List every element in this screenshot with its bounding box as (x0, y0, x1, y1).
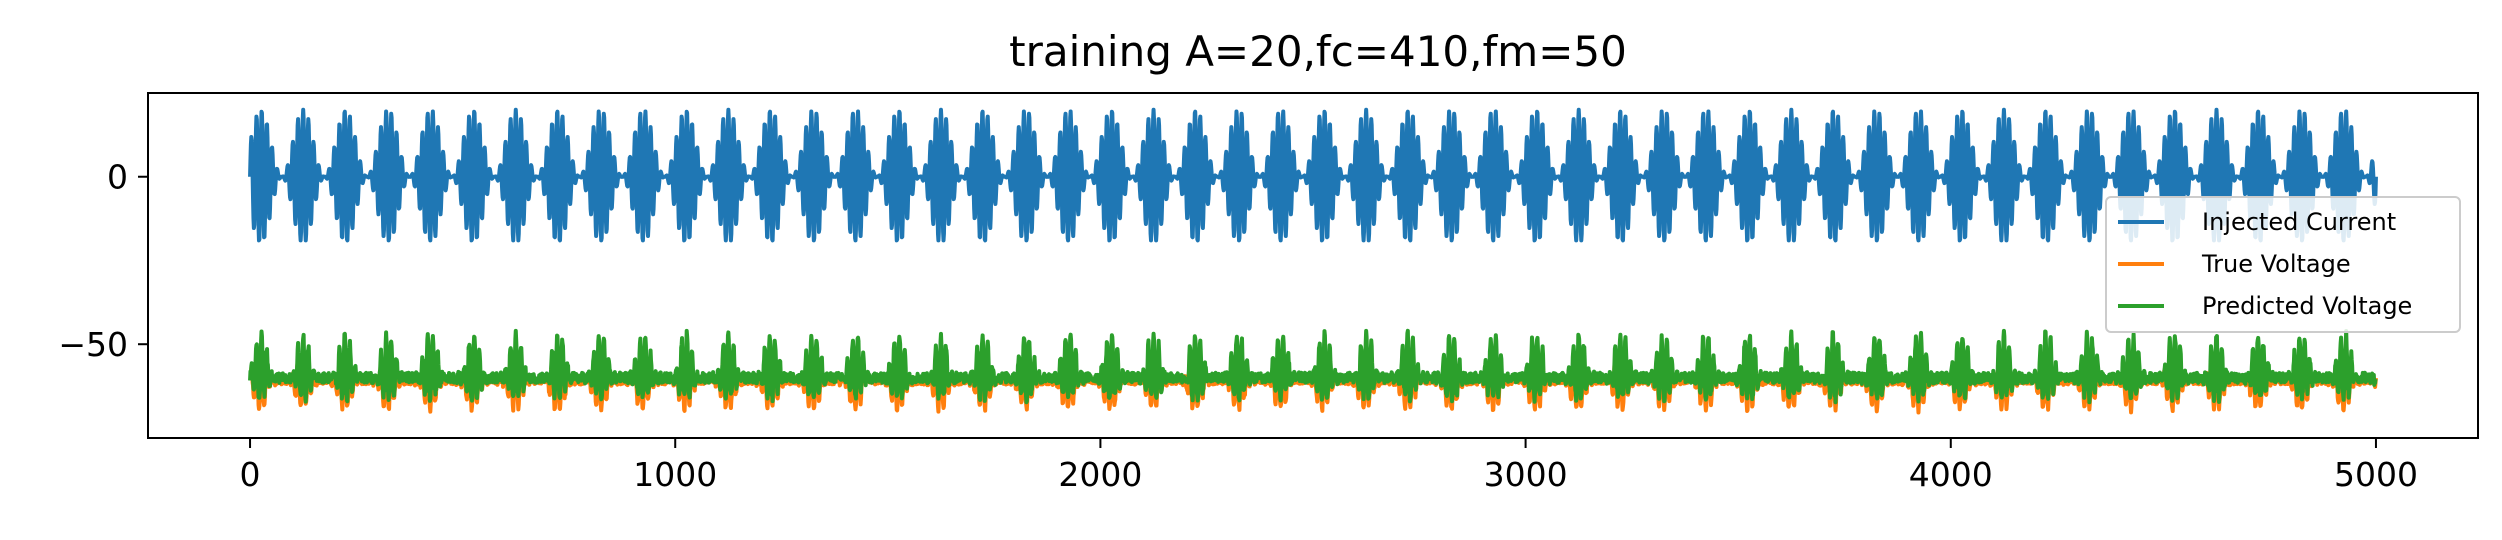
legend-box (2105, 196, 2461, 333)
x-tick-label: 0 (240, 455, 261, 494)
x-tick-label: 3000 (1484, 455, 1568, 494)
chart-title: training A=20,fc=410,fm=50 (1009, 27, 1627, 76)
y-tick-label: −50 (58, 325, 128, 364)
y-axis: 0 −50 (58, 158, 148, 364)
series-line-injected-current (248, 107, 2378, 243)
x-tick-label: 5000 (2334, 455, 2418, 494)
series-line-predicted-voltage (248, 328, 2378, 405)
x-tick-label: 4000 (1909, 455, 1993, 494)
series-layer (248, 107, 2378, 415)
legend-label-injected-current: Injected Current (2202, 208, 2396, 236)
legend-label-true-voltage: True Voltage (2201, 250, 2351, 278)
x-tick-label: 2000 (1058, 455, 1142, 494)
y-tick-label: 0 (107, 158, 128, 197)
x-tick-label: 1000 (633, 455, 717, 494)
legend-label-predicted-voltage: Predicted Voltage (2202, 292, 2412, 320)
legend: Injected Current True Voltage Predicted … (2105, 196, 2461, 333)
x-axis: 0 1000 2000 3000 4000 5000 (240, 438, 2418, 494)
plot-area-frame (147, 92, 2479, 439)
